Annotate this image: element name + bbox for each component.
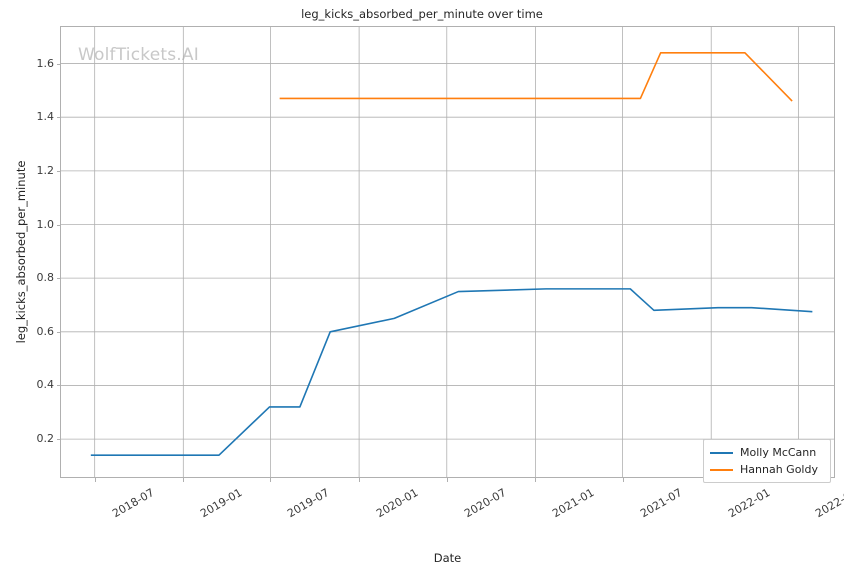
legend-label-molly-mccann: Molly McCann [740,446,817,459]
y-tick-mark [56,224,60,226]
x-tick-label: 2022-01 [726,486,773,521]
y-tick-mark [56,331,60,333]
x-tick-mark [94,478,96,482]
y-axis-ticks: 0.2 0.4 0.6 0.8 1.0 1.2 1.4 1.6 [0,0,60,575]
x-tick-label: 2019-07 [285,486,332,521]
legend-item-molly-mccann: Molly McCann [710,444,824,461]
legend-swatch-molly-mccann [710,451,733,454]
legend-label-hannah-goldy: Hannah Goldy [740,463,818,476]
x-tick-mark [359,478,361,482]
x-tick-mark [446,478,448,482]
series-lines [90,52,813,457]
x-tick-label: 2021-01 [550,486,597,521]
x-tick-mark [622,478,624,482]
x-tick-label: 2022-07 [813,486,844,521]
x-tick-label: 2019-01 [198,486,245,521]
y-tick-label: 1.2 [36,163,55,177]
y-axis-label: leg_kicks_absorbed_per_minute [14,160,28,344]
y-tick-label: 1.0 [36,217,55,231]
x-tick-label: 2020-01 [374,486,421,521]
y-tick-mark [56,63,60,65]
y-tick-label: 0.4 [36,378,55,392]
y-tick-label: 0.6 [36,324,55,338]
y-tick-mark [56,170,60,172]
y-tick-mark [56,385,60,387]
y-tick-label: 0.2 [36,432,55,446]
y-tick-label: 1.4 [36,110,55,124]
legend-item-hannah-goldy: Hannah Goldy [710,461,824,478]
x-axis-label: Date [433,551,462,565]
series-line-hannah-goldy [279,52,793,102]
chart-legend[interactable]: Molly McCann Hannah Goldy [703,439,831,483]
x-tick-mark [535,478,537,482]
x-tick-label: 2018-07 [109,486,157,521]
y-tick-mark [56,278,60,280]
y-tick-mark [56,117,60,119]
plot-area [60,26,835,478]
x-tick-label: 2020-07 [461,486,509,521]
chart-title: leg_kicks_absorbed_per_minute over time [301,7,543,21]
y-tick-label: 0.8 [36,271,55,285]
series-line-molly-mccann [90,288,813,457]
x-tick-label: 2021-07 [637,486,685,521]
legend-swatch-hannah-goldy [710,468,733,471]
y-tick-label: 1.6 [36,56,55,70]
gridlines-vertical [94,27,799,477]
x-tick-mark [183,478,185,482]
x-tick-mark [270,478,272,482]
y-tick-mark [56,439,60,441]
